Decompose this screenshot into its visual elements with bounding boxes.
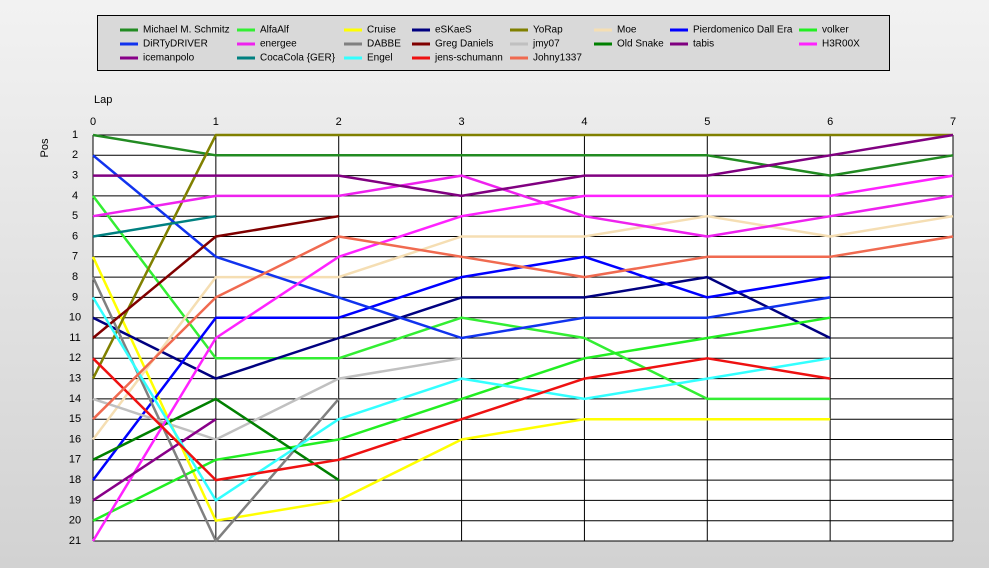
series-line (93, 133, 954, 198)
series-line (91, 174, 954, 542)
series-line (92, 397, 340, 482)
legend-label: energee (260, 39, 297, 50)
series-line (92, 316, 831, 522)
legend-label: Old Snake (617, 39, 664, 50)
y-tick-label: 20 (69, 515, 81, 527)
y-tick-label: 4 (72, 190, 78, 202)
y-tick-label: 5 (72, 210, 78, 222)
series-line (92, 418, 217, 502)
x-tick-label: 6 (827, 116, 833, 128)
series-line (92, 357, 831, 482)
y-tick-label: 1 (72, 129, 78, 141)
x-tick-label: 2 (336, 116, 342, 128)
legend-label: volker (822, 25, 849, 36)
x-tick-label: 1 (213, 116, 219, 128)
series-line (91, 256, 831, 522)
series-line (92, 214, 217, 238)
legend-label: DABBE (367, 39, 401, 50)
legend-label: Moe (617, 25, 637, 36)
x-axis-label: Lap (94, 94, 112, 106)
x-tick-label: 5 (704, 116, 710, 128)
y-tick-label: 17 (69, 454, 81, 466)
y-tick-label: 8 (72, 271, 78, 283)
y-tick-label: 7 (72, 251, 78, 263)
series-line (91, 133, 953, 380)
y-tick-label: 9 (72, 291, 78, 303)
legend-label: Greg Daniels (435, 39, 493, 50)
y-tick-label: 6 (72, 230, 78, 242)
series-line (92, 275, 831, 380)
y-tick-label: 15 (69, 413, 81, 425)
y-tick-label: 3 (72, 170, 78, 182)
y-tick-label: 13 (69, 373, 81, 385)
y-tick-label: 10 (69, 312, 81, 324)
legend-label: CocaCola {GER} (260, 53, 336, 64)
series-line (92, 195, 831, 401)
x-tick-label: 3 (459, 116, 465, 128)
y-tick-label: 19 (69, 494, 81, 506)
legend-label: eSKaeS (435, 25, 472, 36)
legend-label: jmy07 (532, 39, 560, 50)
x-tick-label: 0 (90, 116, 96, 128)
y-tick-label: 14 (69, 393, 81, 405)
legend-label: AlfaAlf (260, 25, 289, 36)
legend-label: DiRTyDRIVER (143, 39, 208, 50)
legend-label: Johny1337 (533, 53, 582, 64)
legend-label: YoRap (533, 25, 563, 36)
legend-box (97, 15, 890, 71)
legend-label: Pierdomenico Dall Era (693, 25, 793, 36)
legend-label: jens-schumann (434, 53, 503, 64)
series-line (91, 296, 831, 502)
x-tick-label: 4 (581, 116, 587, 128)
legend-label: icemanpolo (143, 53, 195, 64)
legend-label: tabis (693, 39, 714, 50)
y-tick-label: 2 (72, 149, 78, 161)
y-tick-label: 16 (69, 433, 81, 445)
legend-label: Engel (367, 53, 393, 64)
series-line (92, 133, 954, 177)
x-tick-label: 7 (950, 116, 956, 128)
series-line (92, 255, 831, 481)
y-tick-label: 12 (69, 352, 81, 364)
legend-label: Michael M. Schmitz (143, 25, 230, 36)
series-line (92, 174, 954, 238)
series-line (92, 235, 954, 421)
y-tick-label: 21 (69, 535, 81, 547)
series-line (92, 154, 831, 340)
y-tick-label: 11 (69, 332, 80, 344)
series-line (92, 214, 954, 441)
legend-label: Cruise (367, 25, 396, 36)
y-tick-label: 18 (69, 474, 81, 486)
series-line (92, 214, 339, 339)
legend-label: H3R00X (822, 39, 860, 50)
y-axis-label: Pos (39, 138, 51, 157)
